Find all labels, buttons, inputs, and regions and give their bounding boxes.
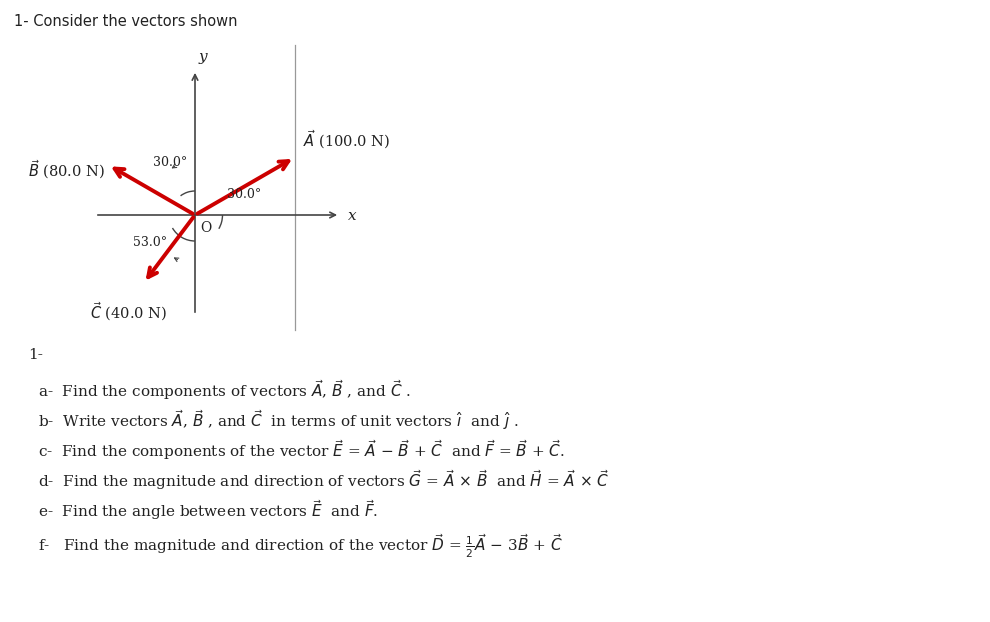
Text: 30.0°: 30.0°	[227, 188, 261, 202]
Text: y: y	[199, 50, 208, 64]
Text: c-  Find the components of the vector $\vec{E}$ = $\vec{A}$ $-$ $\vec{B}$ + $\ve: c- Find the components of the vector $\v…	[38, 438, 565, 462]
Text: b-  Write vectors $\vec{A}$, $\vec{B}$ , and $\vec{C}$  in terms of unit vectors: b- Write vectors $\vec{A}$, $\vec{B}$ , …	[38, 408, 519, 432]
Text: $\vec{A}$ (100.0 N): $\vec{A}$ (100.0 N)	[303, 128, 390, 151]
Text: 1-: 1-	[28, 348, 43, 362]
Text: 1- Consider the vectors shown: 1- Consider the vectors shown	[14, 14, 238, 29]
Text: f-   Find the magnitude and direction of the vector $\vec{D}$ = $\frac{1}{2}$$\v: f- Find the magnitude and direction of t…	[38, 533, 562, 560]
Text: e-  Find the angle between vectors $\vec{E}$  and $\vec{F}$.: e- Find the angle between vectors $\vec{…	[38, 498, 378, 522]
Text: 53.0°: 53.0°	[133, 236, 167, 249]
Text: $\vec{B}$ (80.0 N): $\vec{B}$ (80.0 N)	[29, 159, 105, 181]
Text: d-  Find the magnitude and direction of vectors $\vec{G}$ = $\vec{A}$ $\times$ $: d- Find the magnitude and direction of v…	[38, 468, 609, 492]
Text: a-  Find the components of vectors $\vec{A}$, $\vec{B}$ , and $\vec{C}$ .: a- Find the components of vectors $\vec{…	[38, 378, 411, 402]
Text: $\vec{C}$ (40.0 N): $\vec{C}$ (40.0 N)	[90, 301, 167, 323]
Text: O: O	[200, 221, 211, 235]
Text: 30.0°: 30.0°	[153, 157, 187, 170]
Text: x: x	[348, 209, 356, 223]
